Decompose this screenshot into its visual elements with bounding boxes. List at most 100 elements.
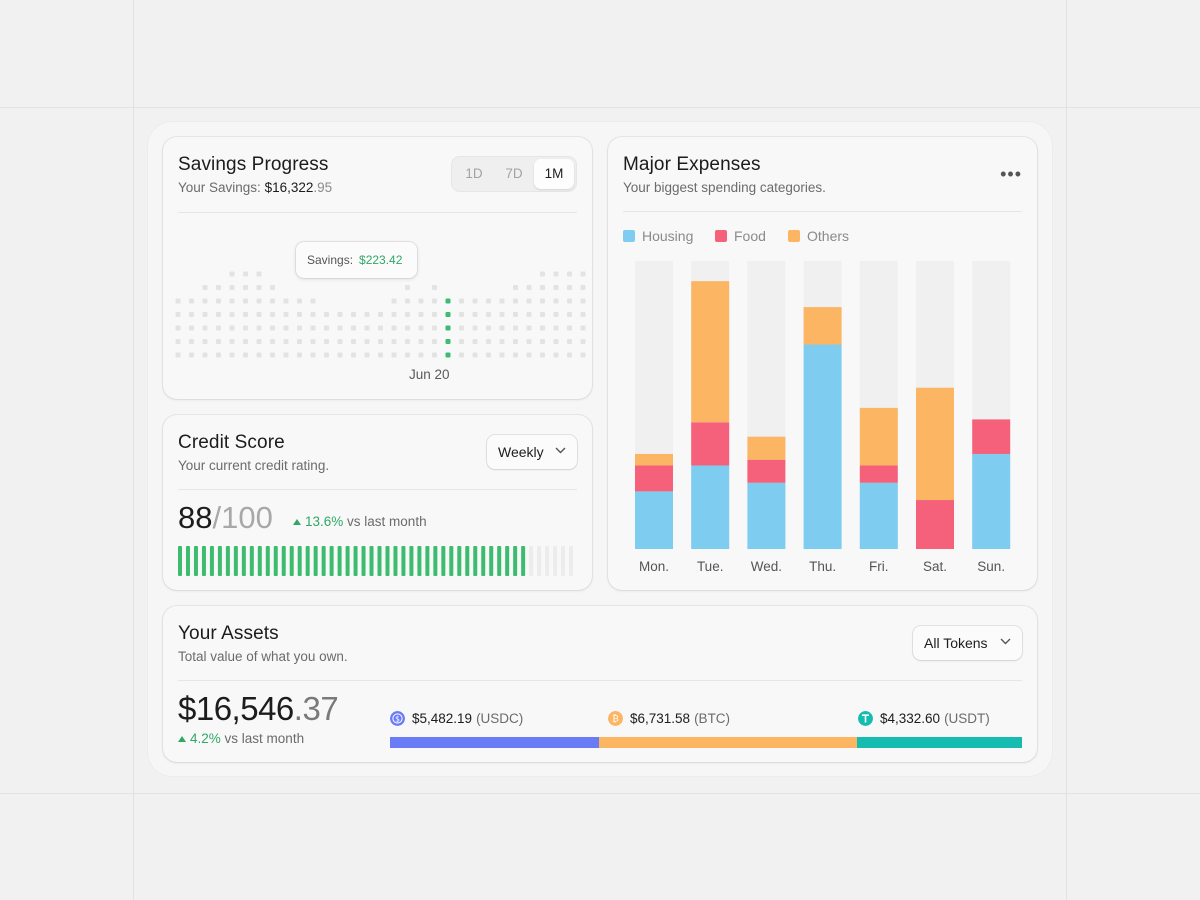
assets-delta-value: 4.2%	[190, 731, 221, 746]
token-amount: $5,482.19	[412, 711, 473, 726]
savings-dot	[229, 312, 235, 317]
savings-dot	[243, 325, 248, 331]
savings-dot	[351, 339, 356, 344]
score-max: /100	[212, 500, 273, 535]
savings-dot	[189, 298, 194, 304]
savings-dot	[540, 298, 545, 304]
score-tick-filled	[297, 546, 302, 576]
score-tick-filled	[409, 546, 414, 576]
savings-dot	[472, 352, 478, 358]
credit-delta: 13.6% vs last month	[293, 514, 427, 529]
score-tick-filled	[489, 546, 494, 576]
savings-dot	[486, 325, 491, 331]
savings-dot	[499, 312, 505, 317]
savings-dot	[216, 312, 221, 317]
savings-dot	[297, 312, 302, 317]
score-number: 88	[178, 500, 213, 535]
score-tick-filled	[209, 546, 214, 576]
score-tick-filled	[417, 546, 422, 576]
token-symbol: (USDC)	[476, 711, 524, 726]
savings-dot	[459, 339, 464, 344]
savings-dot	[432, 325, 437, 331]
score-tick-filled	[313, 546, 318, 576]
legend-item-food: Food	[715, 228, 766, 244]
score-tick-filled	[217, 546, 222, 576]
token-usdc: $ $5,482.19 (USDC)	[390, 711, 523, 726]
savings-dot	[297, 298, 302, 304]
savings-dot	[337, 339, 343, 344]
assets-subtitle: Total value of what you own.	[178, 649, 348, 664]
savings-dot	[432, 352, 437, 358]
token-filter-dropdown[interactable]: All Tokens	[913, 626, 1022, 660]
score-tick-filled	[505, 546, 510, 576]
savings-dot	[310, 339, 316, 344]
savings-dot	[405, 325, 410, 331]
savings-date-label: Jun 20	[409, 367, 450, 382]
savings-dot	[580, 312, 586, 317]
savings-dot	[216, 325, 221, 331]
savings-tooltip: Savings: $223.42	[296, 242, 417, 278]
savings-dot	[486, 312, 491, 317]
savings-dot	[472, 298, 478, 304]
expenses-subtitle: Your biggest spending categories.	[623, 180, 826, 195]
tooltip-value: $223.42	[359, 253, 403, 267]
svg-text:₿: ₿	[612, 714, 619, 725]
savings-dot	[580, 325, 586, 331]
savings-dot	[526, 298, 532, 304]
savings-dot	[337, 352, 343, 358]
token-symbol: (BTC)	[694, 711, 731, 726]
token-symbol: (USDT)	[944, 711, 990, 726]
savings-dot	[432, 298, 437, 304]
savings-dot	[256, 339, 262, 344]
range-1m[interactable]: 1M	[534, 159, 574, 189]
savings-dot	[405, 298, 410, 304]
savings-progress-card: Savings Progress Your Savings: $16,322.9…	[163, 137, 592, 399]
expenses-title: Major Expenses	[623, 154, 761, 175]
savings-subtitle: Your Savings: $16,322.95	[178, 180, 332, 195]
savings-dot	[364, 325, 370, 331]
score-tick-filled	[193, 546, 198, 576]
savings-dot	[270, 285, 275, 290]
savings-dot	[540, 352, 545, 358]
x-tick-label: Sat.	[923, 559, 947, 574]
savings-dot	[378, 325, 383, 331]
bar-segment-food	[916, 500, 954, 549]
more-options-icon[interactable]: •••	[1000, 164, 1022, 184]
score-tick-filled	[433, 546, 438, 576]
legend-swatch	[623, 230, 635, 242]
savings-dot	[418, 325, 424, 331]
savings-dot	[202, 298, 208, 304]
savings-dot	[499, 352, 505, 358]
range-selector: 1D 7D 1M	[451, 156, 577, 192]
savings-dot	[567, 271, 572, 277]
savings-dot	[391, 339, 397, 344]
divider	[178, 680, 1022, 681]
savings-dot	[310, 312, 316, 317]
savings-dot	[256, 285, 262, 290]
savings-dot	[283, 325, 289, 331]
period-dropdown[interactable]: Weekly	[487, 435, 577, 469]
savings-title: Savings Progress	[178, 154, 329, 175]
range-7d[interactable]: 7D	[505, 166, 523, 181]
savings-dot	[229, 271, 235, 277]
savings-dot	[580, 271, 586, 277]
tooltip-label: Savings:	[307, 253, 354, 267]
score-tick-filled	[281, 546, 286, 576]
score-tick-empty	[569, 546, 574, 576]
credit-delta-value: 13.6%	[305, 514, 344, 529]
guide-line	[1066, 0, 1067, 900]
guide-line	[133, 0, 134, 900]
savings-dot	[418, 339, 424, 344]
savings-dot	[391, 312, 397, 317]
savings-dot	[553, 352, 559, 358]
bar-segment-others	[916, 387, 954, 501]
expenses-chart: Mon. Tue. Wed. Thu. Fri. Sat. Sun.	[635, 261, 1011, 574]
score-tick-filled	[273, 546, 278, 576]
savings-dot	[324, 352, 329, 358]
score-tick-filled	[289, 546, 294, 576]
range-1d[interactable]: 1D	[465, 166, 483, 181]
divider	[623, 211, 1022, 212]
savings-dot	[202, 352, 208, 358]
savings-dot	[297, 339, 302, 344]
savings-dot	[216, 298, 221, 304]
